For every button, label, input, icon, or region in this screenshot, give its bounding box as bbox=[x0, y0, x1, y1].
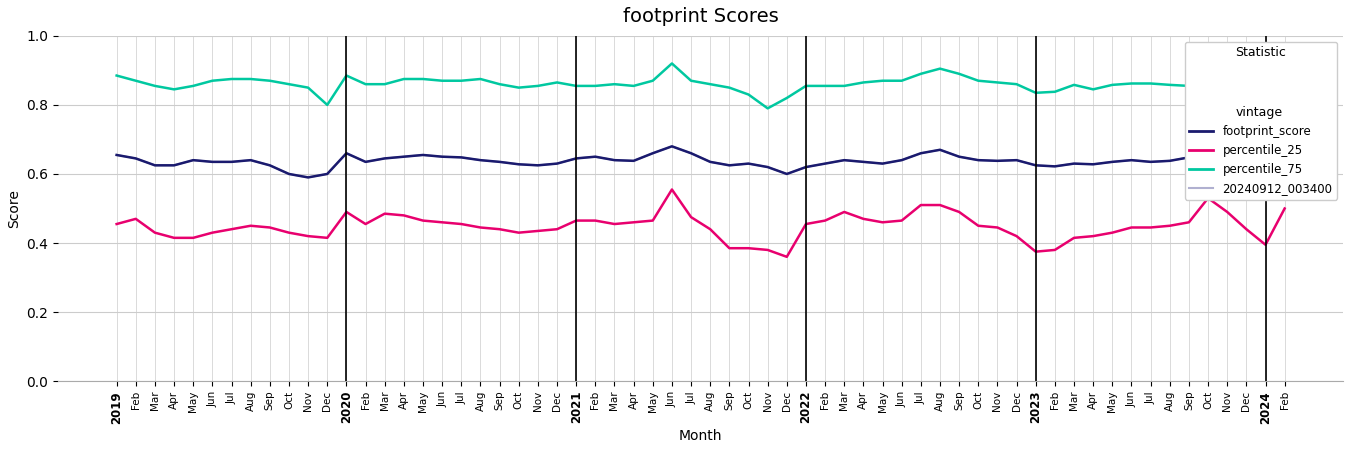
percentile_25 bbox=[339, 209, 355, 215]
footprint_score bbox=[664, 144, 680, 149]
percentile_75 bbox=[414, 76, 431, 82]
percentile_25 bbox=[204, 230, 220, 235]
percentile_75 bbox=[856, 80, 872, 85]
percentile_25 bbox=[702, 226, 718, 232]
20240912_003400 bbox=[358, 159, 374, 165]
footprint_score bbox=[204, 159, 220, 165]
percentile_75 bbox=[108, 73, 124, 78]
footprint_score bbox=[300, 175, 316, 180]
footprint_score bbox=[856, 159, 872, 165]
Line: percentile_75: percentile_75 bbox=[116, 63, 1285, 108]
footprint_score bbox=[435, 154, 451, 159]
footprint_score bbox=[1161, 158, 1177, 163]
20240912_003400 bbox=[435, 154, 451, 159]
percentile_75 bbox=[204, 78, 220, 83]
Line: 20240912_003400: 20240912_003400 bbox=[116, 146, 1285, 177]
Title: footprint Scores: footprint Scores bbox=[622, 7, 779, 26]
percentile_25 bbox=[779, 254, 795, 260]
footprint_score bbox=[358, 159, 374, 165]
X-axis label: Month: Month bbox=[679, 429, 722, 443]
percentile_25 bbox=[1277, 206, 1293, 211]
percentile_25 bbox=[1161, 223, 1177, 229]
percentile_25 bbox=[856, 216, 872, 221]
footprint_score bbox=[721, 162, 737, 168]
footprint_score bbox=[108, 152, 124, 158]
footprint_score bbox=[1277, 151, 1293, 156]
20240912_003400 bbox=[204, 159, 220, 165]
Line: footprint_score: footprint_score bbox=[116, 146, 1285, 177]
20240912_003400 bbox=[664, 144, 680, 149]
20240912_003400 bbox=[108, 152, 124, 158]
Y-axis label: Score: Score bbox=[7, 189, 22, 228]
20240912_003400 bbox=[1161, 158, 1177, 163]
Line: percentile_25: percentile_25 bbox=[116, 189, 1285, 257]
20240912_003400 bbox=[1277, 154, 1293, 159]
20240912_003400 bbox=[300, 175, 316, 180]
20240912_003400 bbox=[856, 159, 872, 165]
20240912_003400 bbox=[721, 162, 737, 168]
percentile_75 bbox=[339, 73, 355, 78]
percentile_75 bbox=[664, 61, 680, 66]
percentile_75 bbox=[702, 81, 718, 87]
percentile_25 bbox=[108, 221, 124, 227]
percentile_75 bbox=[1161, 82, 1177, 88]
percentile_25 bbox=[664, 187, 680, 192]
percentile_25 bbox=[414, 218, 431, 223]
Legend: footprint_score, percentile_25, percentile_75, 20240912_003400: footprint_score, percentile_25, percenti… bbox=[1185, 42, 1336, 200]
percentile_75 bbox=[760, 106, 776, 111]
percentile_75 bbox=[1277, 87, 1293, 92]
